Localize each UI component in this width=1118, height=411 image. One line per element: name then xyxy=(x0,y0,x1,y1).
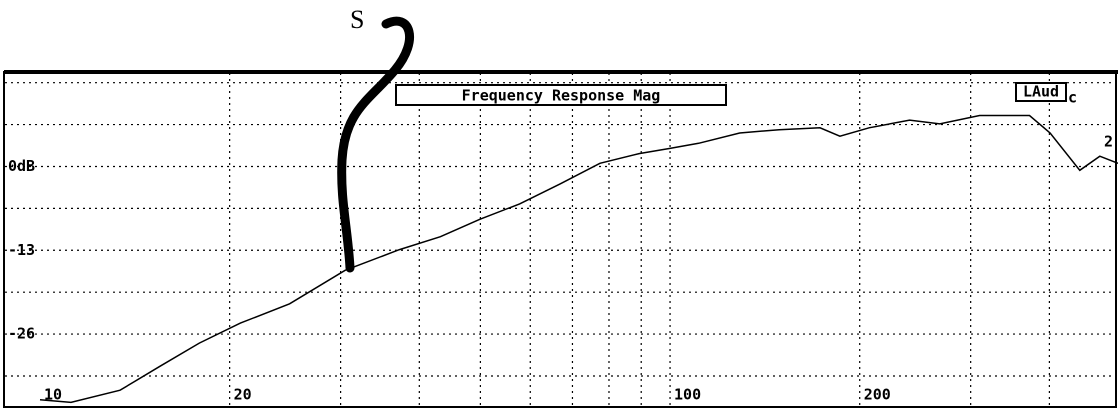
ticks: 0dB -13 -26 10 20 100 200 xyxy=(8,157,891,404)
y-tick-label: -13 xyxy=(8,241,35,259)
channel-suffix: c xyxy=(1068,89,1077,107)
annotation-stroke xyxy=(337,16,415,273)
chart-title: Frequency Response Mag xyxy=(462,87,661,105)
x-tick-label: 20 xyxy=(234,386,252,404)
plot xyxy=(39,114,1118,404)
grid xyxy=(5,73,1118,405)
annotation-label: S xyxy=(350,5,364,34)
x-tick-label: 10 xyxy=(44,386,62,404)
channel-box xyxy=(1015,82,1067,102)
x-tick-label: 100 xyxy=(674,386,701,404)
y-tick-label: 0dB xyxy=(8,157,35,175)
response-line xyxy=(39,114,1118,404)
marker-label: 2 xyxy=(1104,133,1113,151)
x-tick-label: 200 xyxy=(864,386,891,404)
channel-label: LAud xyxy=(1023,83,1059,101)
y-tick-label: -26 xyxy=(8,325,35,343)
title-box xyxy=(395,84,727,106)
